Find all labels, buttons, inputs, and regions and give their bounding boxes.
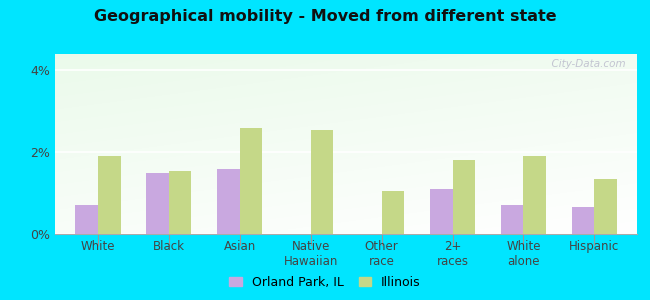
Bar (452, 160, 475, 234)
Bar (169, 171, 192, 234)
Bar (98, 156, 120, 234)
Bar (500, 206, 523, 234)
Bar (523, 156, 546, 234)
Bar (595, 179, 617, 234)
Legend: Orland Park, IL, Illinois: Orland Park, IL, Illinois (224, 271, 426, 294)
Bar (430, 189, 452, 234)
Bar (382, 191, 404, 234)
Text: City-Data.com: City-Data.com (545, 59, 625, 69)
Bar (572, 207, 595, 234)
Bar (240, 128, 263, 234)
Bar (75, 206, 98, 234)
Bar (217, 169, 240, 234)
Text: Geographical mobility - Moved from different state: Geographical mobility - Moved from diffe… (94, 9, 556, 24)
Bar (146, 172, 169, 234)
Bar (311, 130, 333, 234)
